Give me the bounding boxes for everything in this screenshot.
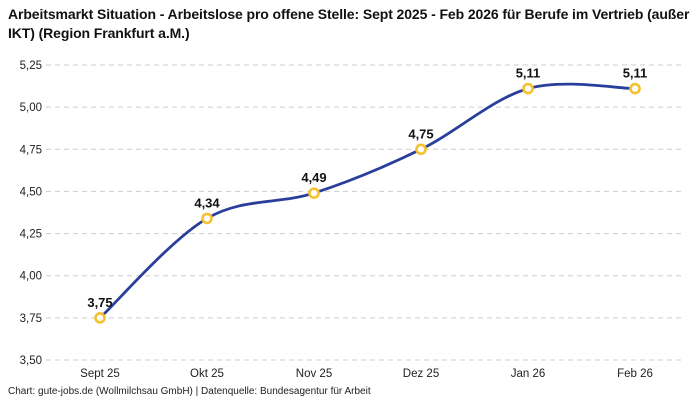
line-chart-canvas: 3,50 3,75 4,00 4,25 4,50 4,75 5,00 5,25 Sept 25 O… [20, 60, 683, 380]
x-tick-label: Jan 26 [511, 368, 546, 380]
data-point-label: 4,34 [194, 195, 220, 210]
x-tick-label: Dez 25 [403, 368, 439, 380]
y-tick-label: 4,00 [20, 271, 42, 283]
data-point-marker [201, 212, 213, 225]
y-tick-label: 3,75 [20, 313, 42, 325]
data-point-marker [629, 82, 641, 95]
x-tick-label: Sept 25 [80, 368, 120, 380]
y-tick-label: 4,50 [20, 186, 42, 198]
x-tick-label: Nov 25 [296, 368, 332, 380]
data-point-marker [94, 312, 106, 324]
data-point-marker [308, 187, 320, 199]
chart-footer-credit: Chart: gute-jobs.de (Wollmilchsau GmbH) … [8, 386, 371, 397]
x-tick-label: Okt 25 [190, 368, 224, 380]
y-tick-label: 4,25 [20, 229, 42, 241]
data-point-label: 4,49 [301, 170, 326, 185]
data-point-label: 5,11 [516, 66, 541, 81]
line-chart: 3,50 3,75 4,00 4,25 4,50 4,75 5,00 5,25 Sept 25 O… [0, 55, 700, 385]
x-tick-label: Feb 26 [617, 368, 653, 380]
data-point-marker [415, 143, 427, 156]
data-point-label: 3,75 [87, 295, 112, 310]
data-point-label: 5,11 [623, 66, 648, 81]
y-tick-label: 4,75 [20, 144, 42, 156]
chart-title: Arbeitsmarkt Situation - Arbeitslose pro… [8, 6, 690, 41]
y-tick-label: 3,50 [20, 355, 42, 367]
y-tick-label: 5,25 [20, 60, 42, 72]
series-line [98, 82, 637, 320]
y-tick-label: 5,00 [20, 102, 42, 114]
data-point-label: 4,75 [408, 126, 433, 141]
data-point-marker [522, 82, 534, 95]
